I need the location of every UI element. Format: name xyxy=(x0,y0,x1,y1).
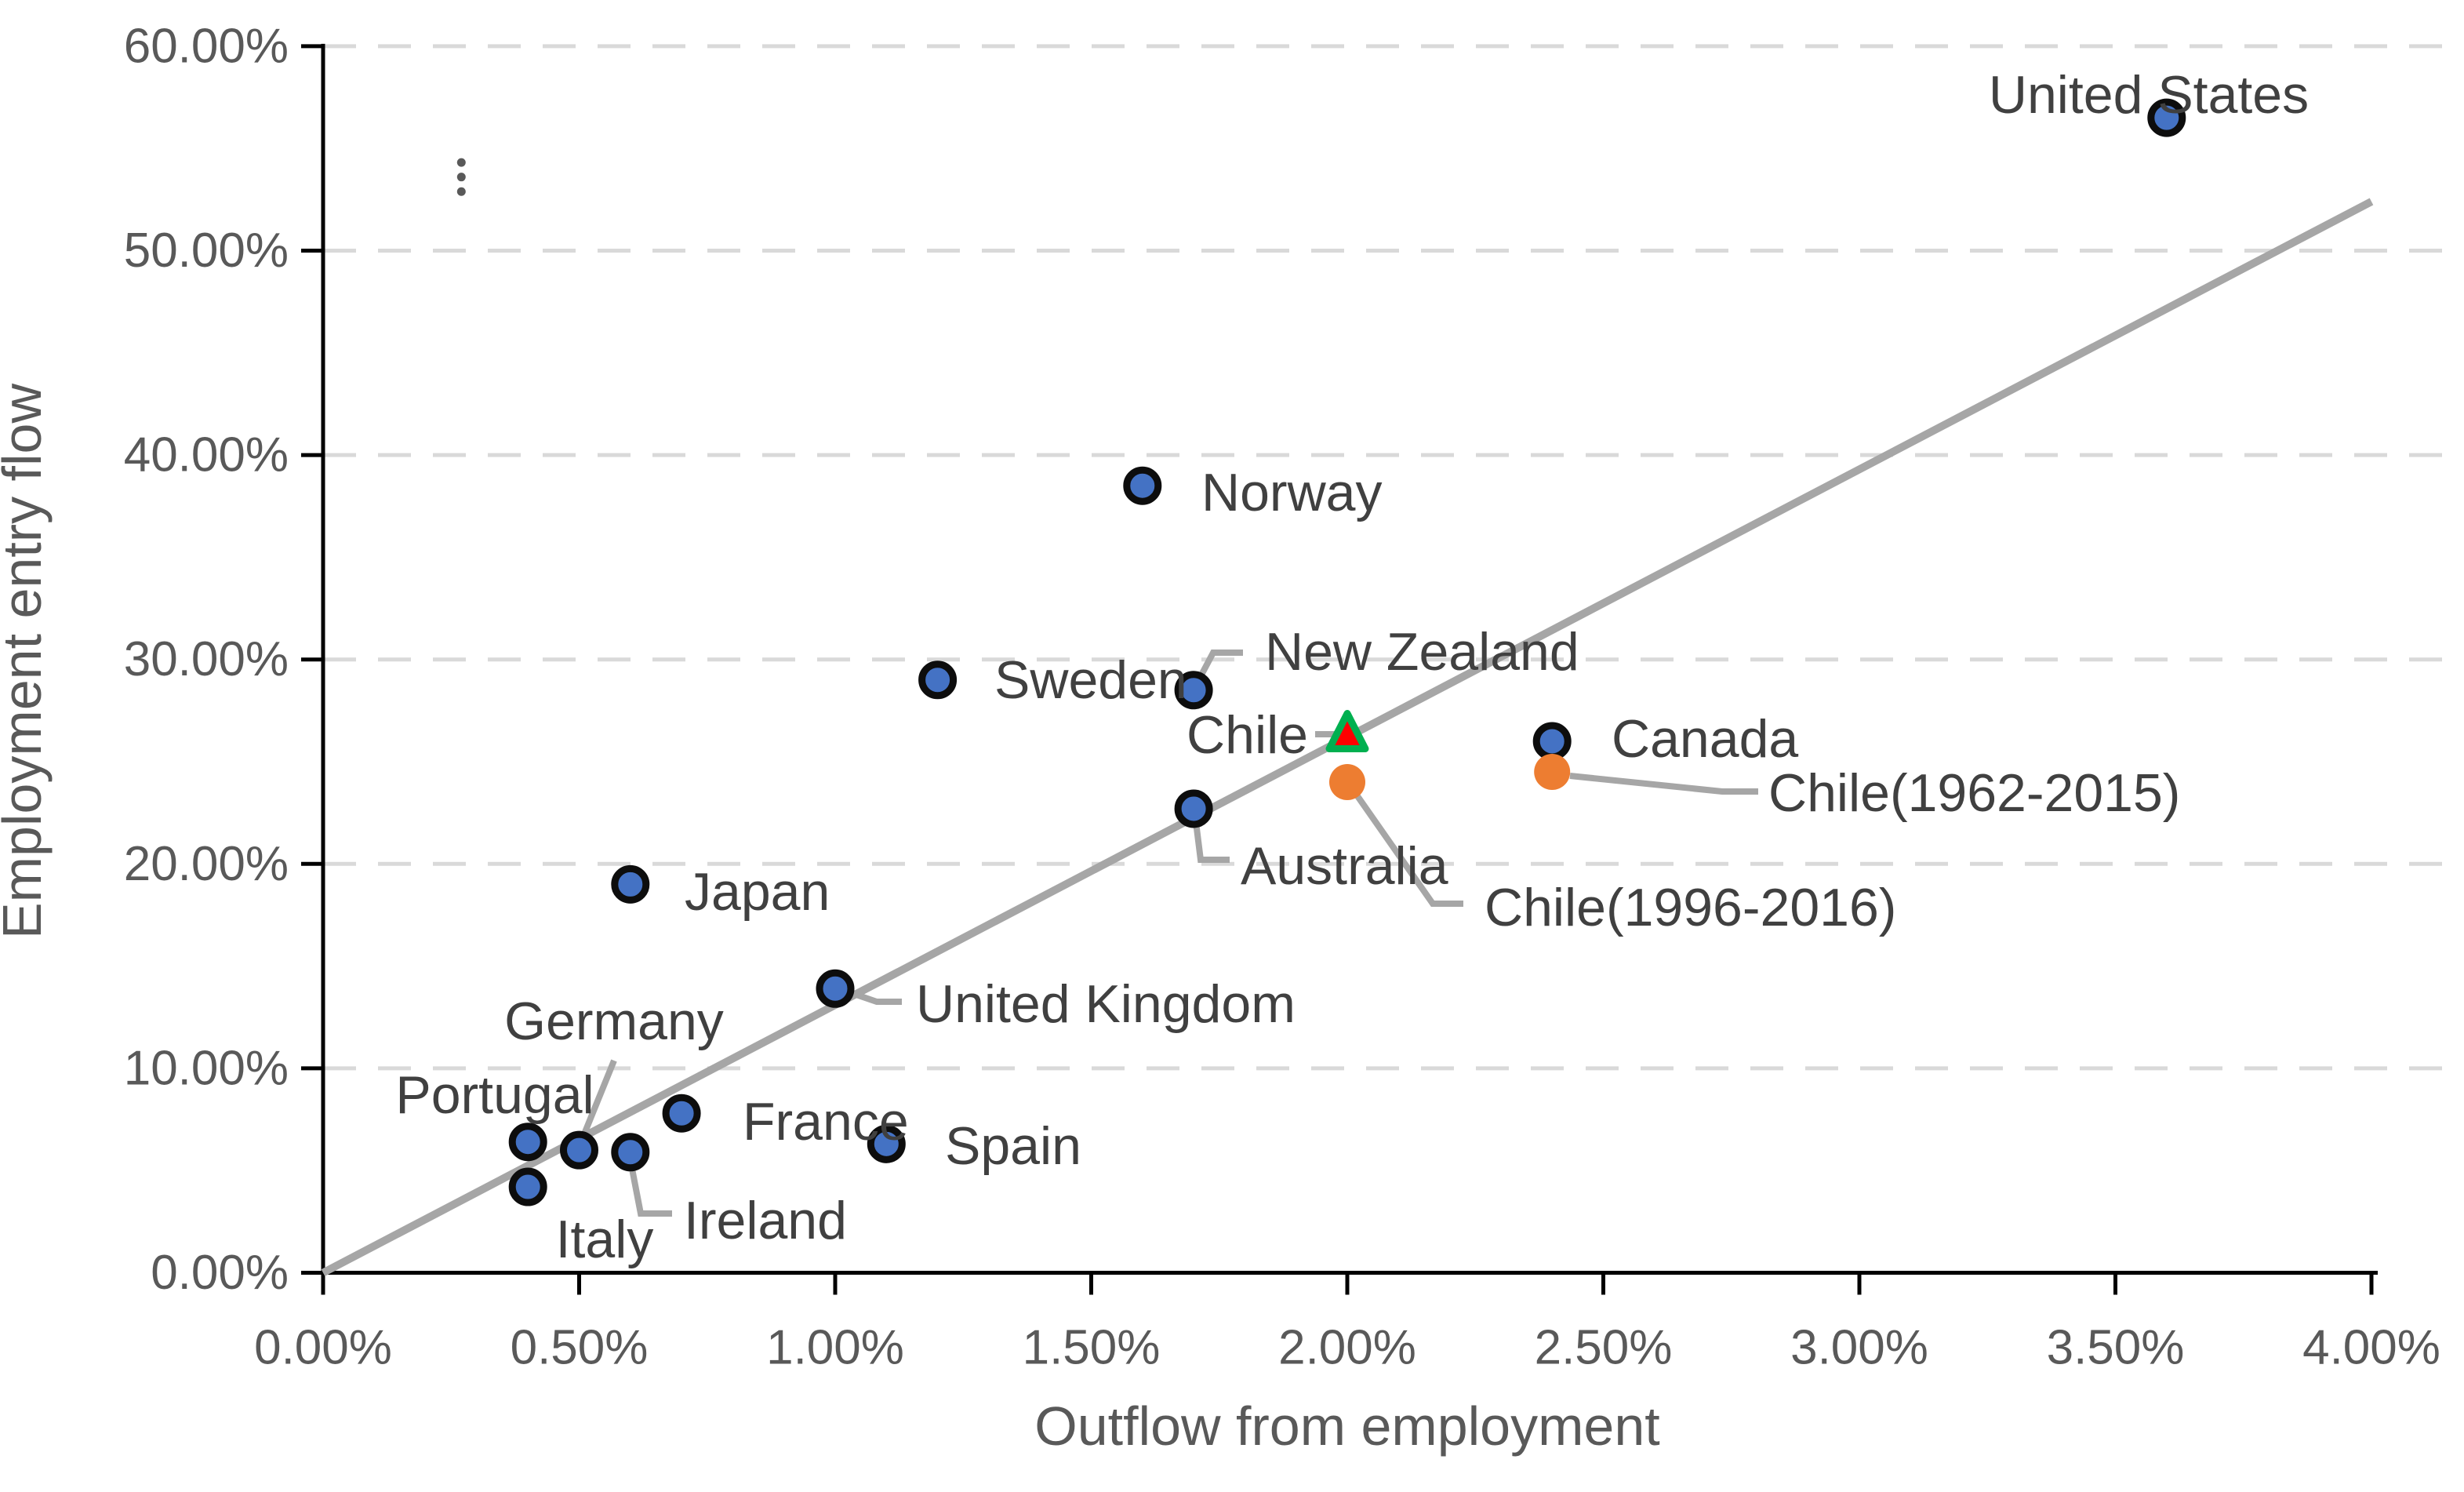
data-points xyxy=(508,98,2186,1206)
point-label-italy: Italy xyxy=(556,1210,654,1269)
point-label-australia: Australia xyxy=(1241,836,1448,896)
x-tick-label: 2.50% xyxy=(1535,1321,1673,1375)
data-point-spain xyxy=(867,1124,906,1163)
data-point-chile-1996-2016 xyxy=(1329,764,1365,801)
y-tick-label: 60.00% xyxy=(124,19,289,73)
y-tick-label: 40.00% xyxy=(124,428,289,482)
point-label-norway: Norway xyxy=(1201,463,1383,522)
point-label-germany: Germany xyxy=(504,992,724,1051)
leader-line-ireland xyxy=(629,1168,672,1217)
point-label-canada: Canada xyxy=(1612,709,1798,769)
data-point-italy xyxy=(508,1167,547,1206)
gridlines xyxy=(323,44,2453,1071)
leader-line-united-kingdom xyxy=(845,988,902,1005)
point-label-portugal: Portugal xyxy=(395,1065,594,1125)
leader-line-germany xyxy=(580,1059,617,1137)
data-point-united-states xyxy=(2147,98,2186,137)
axes xyxy=(301,43,2378,1295)
annotations xyxy=(456,158,466,196)
y-tick-label: 0.00% xyxy=(151,1246,289,1300)
point-labels: United States Norway Sweden New Zealand Cana… xyxy=(395,65,2309,1269)
x-tick-label: 2.00% xyxy=(1278,1321,1416,1375)
data-point-japan xyxy=(611,864,650,904)
leader-line-chile-1962-2015 xyxy=(1569,773,1758,795)
point-label-united-states: United States xyxy=(1989,65,2309,125)
point-label-ireland: Ireland xyxy=(684,1191,847,1250)
data-point-canada xyxy=(1532,722,1572,761)
y-tick-label: 30.00% xyxy=(124,632,289,686)
x-tick-label: 1.00% xyxy=(766,1321,904,1375)
leader-line-chile-1996-2016 xyxy=(1353,791,1463,907)
y-tick-label: 20.00% xyxy=(124,837,289,891)
y-axis-title: Employment entry flow xyxy=(0,384,53,939)
x-tick-label: 0.50% xyxy=(511,1321,649,1375)
leader-lines xyxy=(580,650,1758,1217)
leader-line-new-zealand xyxy=(1196,650,1243,681)
data-point-united-kingdom xyxy=(816,969,855,1008)
data-point-portugal xyxy=(508,1123,547,1162)
x-tick-label: 3.50% xyxy=(2047,1321,2185,1375)
tick-labels: 0.00% 10.00% 20.00% 30.00% 40.00% 50.00% 60.00… xyxy=(124,19,2440,1374)
data-point-norway xyxy=(1123,466,1162,505)
ellipsis-annotation-dot xyxy=(456,173,466,182)
leader-line-australia xyxy=(1193,821,1230,863)
x-tick-label: 1.50% xyxy=(1023,1321,1161,1375)
ellipsis-annotation-dot xyxy=(456,158,466,167)
point-label-chile-1996-2016: Chile(1996-2016) xyxy=(1485,878,1896,937)
point-label-france: France xyxy=(743,1092,909,1152)
point-label-chile: Chile xyxy=(1187,705,1308,765)
point-label-spain: Spain xyxy=(945,1116,1081,1176)
data-point-chile-1962-2015 xyxy=(1534,754,1571,791)
data-point-france xyxy=(662,1094,701,1133)
data-point-germany xyxy=(560,1130,598,1170)
point-label-chile-1962-2015: Chile(1962-2015) xyxy=(1768,763,2180,823)
data-point-ireland xyxy=(611,1133,650,1172)
data-point-new-zealand xyxy=(1174,671,1213,710)
data-point-sweden xyxy=(918,660,958,700)
point-label-sweden: Sweden xyxy=(994,650,1187,710)
point-label-united-kingdom: United Kingdom xyxy=(916,974,1296,1034)
data-point-chile xyxy=(1325,710,1369,753)
ellipsis-annotation-dot xyxy=(456,187,466,196)
point-label-japan: Japan xyxy=(685,862,830,922)
x-tick-label: 3.00% xyxy=(1790,1321,1928,1375)
x-axis-title: Outflow from employment xyxy=(1034,1396,1659,1457)
data-point-australia xyxy=(1174,789,1213,828)
y-tick-label: 10.00% xyxy=(124,1041,289,1095)
point-label-new-zealand: New Zealand xyxy=(1265,622,1579,682)
x-tick-label: 4.00% xyxy=(2302,1321,2440,1375)
y-tick-label: 50.00% xyxy=(124,224,289,278)
x-tick-label: 0.00% xyxy=(254,1321,392,1375)
